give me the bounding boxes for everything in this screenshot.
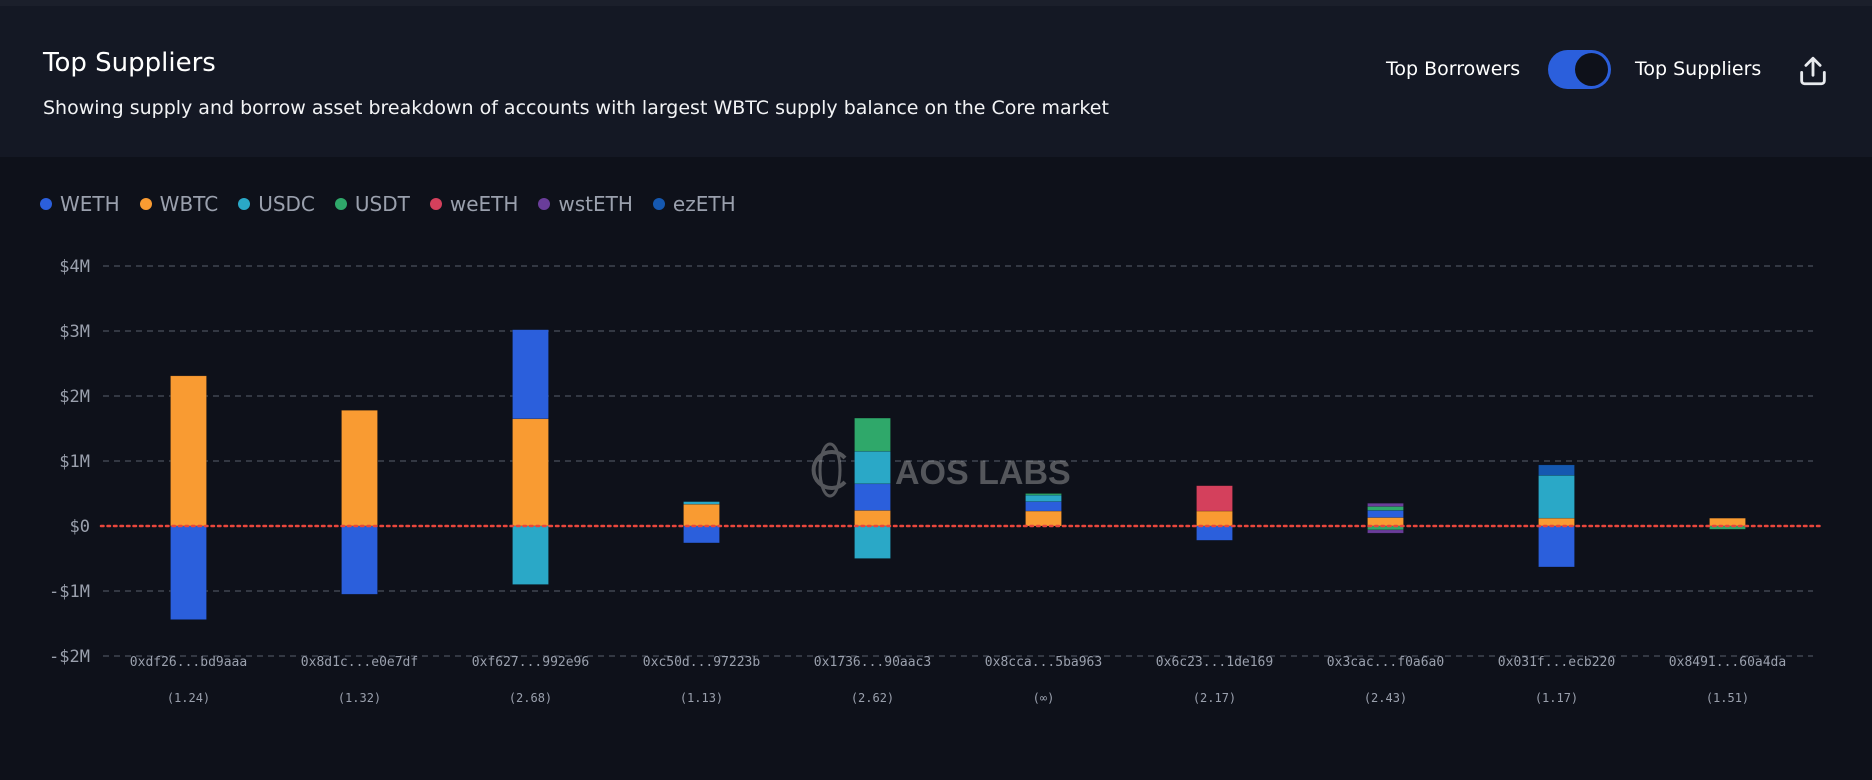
bar-segment-borrow-weth xyxy=(1538,525,1575,568)
legend-item-wbtc[interactable]: WBTC xyxy=(139,192,219,216)
legend-dot-icon xyxy=(429,198,442,210)
x-tick-account-label: 0x3cac...f0a6a0 xyxy=(1327,655,1444,670)
bar-segment-borrow-usdc xyxy=(854,525,891,559)
legend-item-wsteth[interactable]: wstETH xyxy=(538,192,633,216)
bar-segment-supply-usdc xyxy=(1538,475,1575,519)
legend-label: ezETH xyxy=(672,192,736,216)
x-tick-health-factor: (∞) xyxy=(1033,691,1055,705)
legend-dot-icon xyxy=(538,198,551,210)
y-tick-label: $3M xyxy=(59,322,90,342)
bar-segment-supply-usdc xyxy=(1025,494,1062,502)
bar-segment-supply-wbtc xyxy=(170,375,207,527)
bar-segment-supply-weeth xyxy=(1196,485,1233,512)
bar-segment-borrow-weth xyxy=(683,525,720,544)
x-tick-health-factor: (2.17) xyxy=(1193,691,1236,705)
bar-segment-supply-ezeth xyxy=(1538,464,1575,476)
page-title: Top Suppliers xyxy=(43,48,216,78)
legend-label: wstETH xyxy=(558,192,633,216)
legend-dot-icon xyxy=(652,198,665,210)
x-tick-account-label: 0x8d1c...e0e7df xyxy=(301,655,418,670)
bar-segment-supply-usdc xyxy=(683,501,720,505)
svg-text:AOS LABS: AOS LABS xyxy=(895,454,1071,492)
x-tick-account-label: 0x6c23...1de169 xyxy=(1156,655,1273,670)
legend-item-usdc[interactable]: USDC xyxy=(238,192,315,216)
bar-segment-supply-wbtc xyxy=(512,418,549,527)
x-tick-account-label: 0xf627...992e96 xyxy=(472,655,589,670)
x-tick-health-factor: (1.13) xyxy=(680,691,723,705)
chart-header: Top Suppliers Showing supply and borrow … xyxy=(0,0,1872,157)
y-tick-label: -$2M xyxy=(49,647,90,667)
legend-item-weeth[interactable]: weETH xyxy=(429,192,519,216)
legend-dot-icon xyxy=(139,198,152,210)
bar-segment-supply-usdt xyxy=(1025,493,1062,496)
legend-label: WBTC xyxy=(159,192,219,216)
bar-segment-supply-wbtc xyxy=(854,510,891,527)
x-tick-account-label: 0x8491...60a4da xyxy=(1669,655,1786,670)
toggle-label-top-suppliers[interactable]: Top Suppliers xyxy=(1635,58,1762,80)
bar-segment-supply-wsteth xyxy=(1367,502,1404,507)
legend-item-weth[interactable]: WETH xyxy=(40,192,120,216)
legend-dot-icon xyxy=(334,198,347,210)
y-tick-label: $4M xyxy=(59,257,90,277)
legend-item-ezeth[interactable]: ezETH xyxy=(652,192,736,216)
borrowers-suppliers-toggle[interactable] xyxy=(1548,50,1611,89)
bar-segment-supply-wbtc xyxy=(1196,510,1233,527)
y-tick-label: $0 xyxy=(70,517,90,537)
bar-segment-supply-usdt xyxy=(854,417,891,452)
x-tick-health-factor: (1.51) xyxy=(1706,691,1749,705)
bar-segment-borrow-weth xyxy=(341,525,378,595)
legend-label: USDC xyxy=(258,192,315,216)
bar-segment-supply-wbtc xyxy=(683,503,720,527)
legend-label: WETH xyxy=(60,192,120,216)
x-tick-health-factor: (1.17) xyxy=(1535,691,1578,705)
bar-segment-supply-wbtc xyxy=(341,410,378,527)
bar-segment-supply-weth xyxy=(512,329,549,420)
x-tick-health-factor: (1.24) xyxy=(167,691,210,705)
bar-segment-supply-weth xyxy=(854,483,891,511)
legend-dot-icon xyxy=(238,198,251,210)
share-upload-icon[interactable] xyxy=(1796,54,1830,88)
x-tick-account-label: 0x1736...90aac3 xyxy=(814,655,931,670)
y-tick-label: $1M xyxy=(59,452,90,472)
x-tick-health-factor: (2.68) xyxy=(509,691,552,705)
bar-segment-supply-wbtc xyxy=(1367,517,1404,527)
bar-segment-supply-wbtc xyxy=(1025,510,1062,527)
x-tick-health-factor: (2.62) xyxy=(851,691,894,705)
chaos-labs-watermark: AOS LABS xyxy=(811,442,1071,498)
y-tick-label: -$1M xyxy=(49,582,90,602)
x-tick-health-factor: (2.43) xyxy=(1364,691,1407,705)
bar-segment-borrow-wsteth xyxy=(1367,529,1404,534)
x-tick-account-label: 0xdf26...bd9aaa xyxy=(130,655,247,670)
x-tick-account-label: 0xc50d...97223b xyxy=(643,655,761,670)
legend-label: weETH xyxy=(449,192,519,216)
x-tick-account-label: 0x8cca...5ba963 xyxy=(985,655,1102,670)
legend-item-usdt[interactable]: USDT xyxy=(334,192,410,216)
bar-segment-supply-weth xyxy=(1367,510,1404,518)
bar-segment-borrow-weth xyxy=(1196,525,1233,541)
chart-legend: WETH WBTC USDC USDT weETH wstETH ezETH xyxy=(40,192,736,216)
legend-label: USDT xyxy=(354,192,410,216)
bar-segment-supply-usdt xyxy=(1367,506,1404,511)
y-tick-label: $2M xyxy=(59,387,90,407)
chart-subtitle: Showing supply and borrow asset breakdow… xyxy=(43,97,1109,119)
bar-segment-supply-usdc xyxy=(854,450,891,485)
bar-segment-borrow-usdc xyxy=(512,525,549,585)
bar-segment-supply-weth xyxy=(1025,501,1062,512)
bar-segment-borrow-weth xyxy=(170,525,207,620)
toggle-knob xyxy=(1575,53,1608,86)
legend-dot-icon xyxy=(40,198,52,210)
x-tick-account-label: 0x031f...ecb220 xyxy=(1498,655,1615,670)
stacked-bar-chart: $4M $3M $2M $1M $0 -$1M -$2M 0xdf26...bd9aaa (1.… xyxy=(49,257,1825,705)
x-tick-health-factor: (1.32) xyxy=(338,691,381,705)
toggle-label-top-borrowers[interactable]: Top Borrowers xyxy=(1386,58,1521,80)
